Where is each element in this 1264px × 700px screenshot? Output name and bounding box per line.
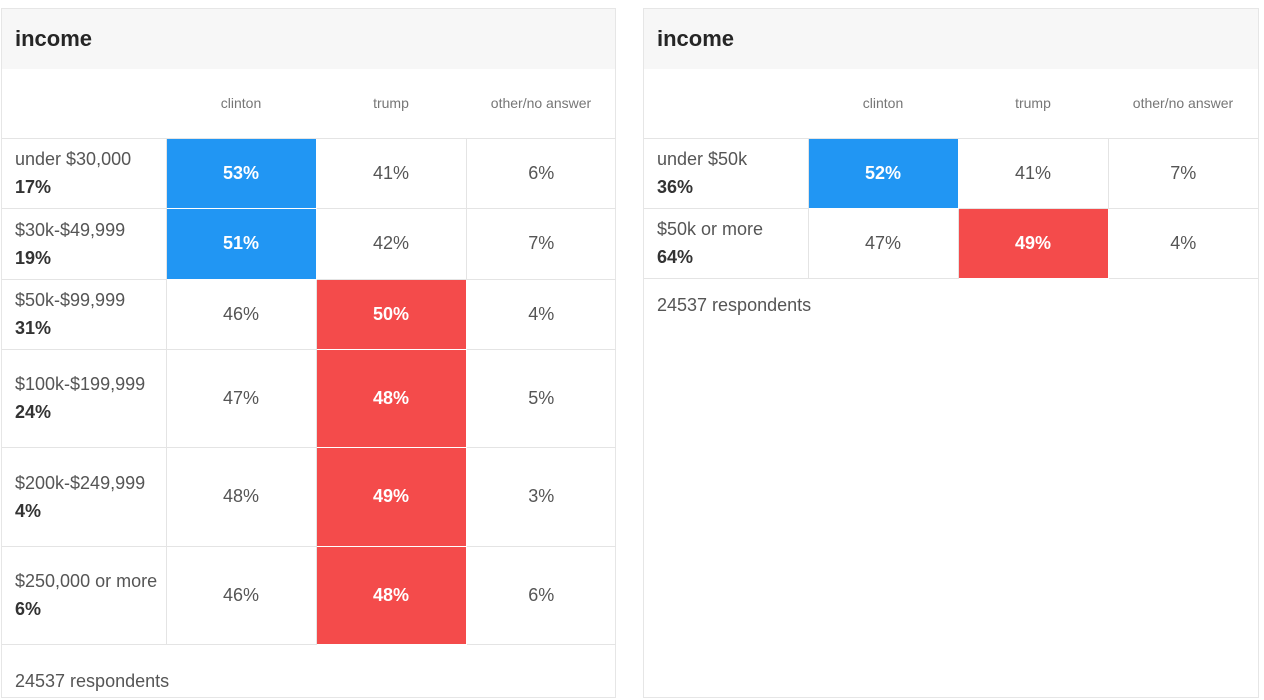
income-bracket-label: $250,000 or more [15,571,158,591]
value-cell-clinton: 47% [808,208,959,279]
value-cell-clinton: 46% [166,279,317,350]
income-bracket-label: under $30,000 [15,149,132,169]
value-cell-other: 7% [466,208,616,280]
value-cell-clinton: 48% [166,447,317,547]
value-cell-other: 6% [466,546,616,645]
income-bracket-label: $100k-$199,999 [15,374,146,394]
poll-table: clinton trump other/no answer under $50k 36%… [644,69,1258,279]
header-row: clinton trump other/no answer [2,69,616,139]
value-cell-clinton: 47% [166,349,317,448]
income-bracket-label: under $50k [657,149,748,169]
table-row: $250,000 or more 6% 46% 48% 6% [2,546,616,645]
header-spacer [644,69,808,139]
value-cell-other: 5% [466,349,616,448]
value-cell-clinton: 52% [808,138,959,209]
panel-title: income [2,9,615,69]
bracket-share: 64% [657,247,694,267]
table-row: $100k-$199,999 24% 47% 48% 5% [2,349,616,448]
column-header-clinton: clinton [808,69,958,139]
value-cell-clinton: 53% [166,138,317,209]
respondents-count: 24537 respondents [15,671,170,691]
bracket-share: 24% [15,402,52,422]
bracket-share: 6% [15,599,42,619]
income-bracket-label: $200k-$249,999 [15,472,146,493]
income-panel-right: income clinton trump other/no answer under $… [643,8,1259,698]
income-bracket-label: $50k or more [657,219,764,239]
row-label: $50k-$99,999 31% [2,279,167,350]
bracket-share: 19% [15,247,52,268]
header-row: clinton trump other/no answer [644,69,1258,139]
panel-title: income [644,9,1258,69]
value-cell-trump: 48% [316,546,467,645]
table-row: under $50k 36% 52% 41% 7% [644,138,1258,209]
bracket-share: 17% [15,177,52,197]
income-bracket-label: $30k-$49,999 [15,219,126,240]
row-label: $50k or more 64% [644,208,809,279]
column-header-clinton: clinton [166,69,316,139]
table-row: $30k-$49,999 19% 51% 42% 7% [2,208,616,280]
respondents-count: 24537 respondents [657,294,812,315]
bracket-share: 36% [657,177,694,197]
row-label: under $50k 36% [644,138,809,209]
column-header-other-no-answer: other/no answer [466,69,616,139]
column-header-trump: trump [958,69,1108,139]
value-cell-other: 6% [466,138,616,209]
bracket-share: 4% [15,500,42,521]
header-spacer [2,69,166,139]
column-header-other-no-answer: other/no answer [1108,69,1258,139]
row-label: $100k-$199,999 24% [2,349,167,448]
value-cell-other: 3% [466,447,616,547]
table-row: under $30,000 17% 53% 41% 6% [2,138,616,209]
bracket-share: 31% [15,318,52,338]
value-cell-other: 4% [466,279,616,350]
value-cell-trump: 41% [958,138,1109,209]
income-panel-left: income clinton trump other/no answer under $… [1,8,616,698]
value-cell-trump: 50% [316,279,467,350]
value-cell-other: 7% [1108,138,1258,209]
column-header-trump: trump [316,69,466,139]
row-label: $30k-$49,999 19% [2,208,167,280]
income-bracket-label: $50k-$99,999 [15,290,126,310]
value-cell-clinton: 51% [166,208,317,280]
row-label: $200k-$249,999 4% [2,447,167,547]
value-cell-trump: 42% [316,208,467,280]
value-cell-trump: 48% [316,349,467,448]
table-row: $50k-$99,999 31% 46% 50% 4% [2,279,616,350]
row-label: $250,000 or more 6% [2,546,167,645]
value-cell-clinton: 46% [166,546,317,645]
value-cell-trump: 49% [316,447,467,547]
value-cell-trump: 49% [958,208,1109,279]
poll-table: clinton trump other/no answer under $30,000… [2,69,616,645]
row-label: under $30,000 17% [2,138,167,209]
value-cell-trump: 41% [316,138,467,209]
table-row: $50k or more 64% 47% 49% 4% [644,208,1258,279]
table-row: $200k-$249,999 4% 48% 49% 3% [2,447,616,547]
value-cell-other: 4% [1108,208,1258,279]
